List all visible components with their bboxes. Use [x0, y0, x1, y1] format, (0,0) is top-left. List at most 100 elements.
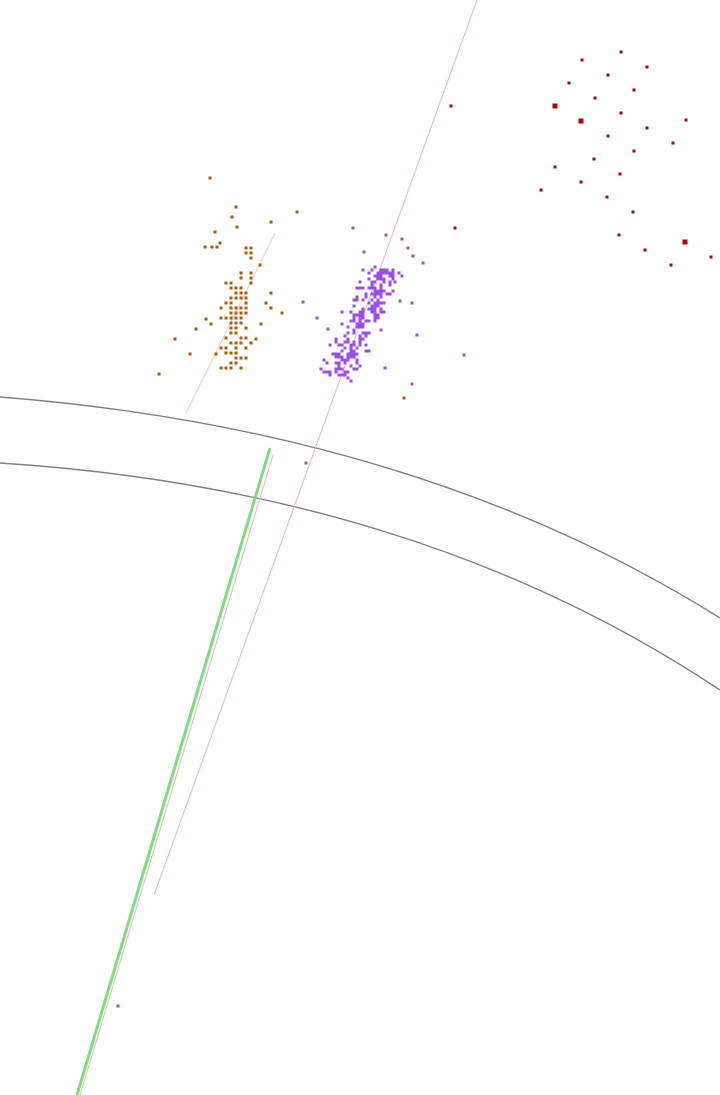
hit [259, 322, 263, 326]
hit [239, 276, 243, 280]
hit [410, 382, 414, 386]
hit [337, 343, 341, 347]
hit [349, 364, 353, 368]
hit [367, 349, 371, 353]
hit [234, 316, 238, 320]
hit [355, 358, 359, 362]
hit [229, 351, 233, 355]
hit [343, 373, 347, 377]
hit [361, 313, 365, 317]
hit [421, 261, 425, 265]
hit [567, 81, 571, 85]
hit [383, 366, 387, 370]
hit [249, 256, 253, 260]
hit [244, 356, 248, 360]
hit [364, 349, 368, 353]
hit [349, 346, 353, 350]
hit [340, 373, 344, 377]
hit [173, 337, 177, 341]
hit [224, 366, 228, 370]
hit [370, 283, 374, 287]
hit [244, 301, 248, 305]
hit [352, 304, 356, 308]
hit [340, 343, 344, 347]
hit [364, 295, 368, 299]
hit [370, 286, 374, 290]
hit [376, 301, 380, 305]
hit [234, 311, 238, 315]
hit [370, 280, 374, 284]
hit [239, 291, 243, 295]
hit [346, 352, 350, 356]
hit [346, 331, 350, 335]
hit [373, 313, 377, 317]
hit [358, 316, 362, 320]
hit [355, 325, 359, 329]
hit [373, 316, 377, 320]
hit [224, 301, 228, 305]
hit [340, 355, 344, 359]
hit [376, 304, 380, 308]
hit [219, 306, 223, 310]
hit [352, 313, 356, 317]
hit [352, 367, 356, 371]
hit [606, 134, 610, 138]
hit [349, 319, 353, 323]
hit [346, 376, 350, 380]
hit [239, 271, 243, 275]
hit [379, 310, 383, 314]
hit [229, 311, 233, 315]
hit [343, 340, 347, 344]
hit [632, 88, 636, 92]
hit [244, 306, 248, 310]
hit [334, 370, 338, 374]
hit [364, 334, 368, 338]
hit [355, 361, 359, 365]
red-hit-cluster [449, 50, 713, 267]
hit [337, 367, 341, 371]
hit [410, 301, 414, 305]
hit [319, 367, 323, 371]
hit [337, 355, 341, 359]
hit [358, 334, 362, 338]
hit [379, 271, 383, 275]
hit [382, 268, 386, 272]
hit [244, 336, 248, 340]
hit [367, 286, 371, 290]
hit [355, 313, 359, 317]
hit [362, 250, 366, 254]
hit [352, 343, 356, 347]
hit [379, 295, 383, 299]
inner-arc [0, 462, 720, 691]
hit [346, 370, 350, 374]
hit [244, 346, 248, 350]
hit [234, 341, 238, 345]
hit [618, 172, 622, 176]
hit [229, 341, 233, 345]
hit [376, 274, 380, 278]
hit [328, 370, 332, 374]
hit [355, 298, 359, 302]
hit [234, 356, 238, 360]
hit [249, 276, 253, 280]
hit [388, 271, 392, 275]
hit [224, 281, 228, 285]
hit [224, 316, 228, 320]
hit [194, 327, 198, 331]
hit [361, 331, 365, 335]
hit [580, 58, 584, 62]
hit [219, 366, 223, 370]
hit [361, 337, 365, 341]
hit [224, 346, 228, 350]
hit [349, 352, 353, 356]
hit [352, 331, 356, 335]
hit [352, 352, 356, 356]
hit [214, 352, 218, 356]
hit [449, 104, 453, 108]
hit [645, 65, 649, 69]
hit [361, 298, 365, 302]
hit [684, 118, 688, 122]
hit [346, 355, 350, 359]
hit [400, 237, 404, 241]
hit [352, 349, 356, 353]
